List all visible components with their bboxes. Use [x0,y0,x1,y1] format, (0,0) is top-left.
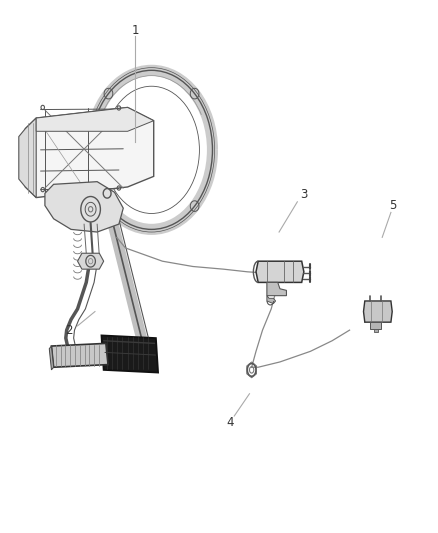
Text: 2: 2 [65,324,73,337]
Polygon shape [374,328,378,332]
Text: 5: 5 [389,199,397,212]
Polygon shape [102,335,158,373]
Polygon shape [256,261,304,282]
Polygon shape [36,108,154,131]
Polygon shape [364,301,392,322]
Polygon shape [371,322,381,328]
Polygon shape [267,296,276,304]
Polygon shape [51,343,108,367]
Polygon shape [78,253,104,269]
Polygon shape [49,346,53,370]
Polygon shape [19,118,36,198]
Text: 1: 1 [132,24,139,37]
Text: 3: 3 [300,189,307,201]
Polygon shape [267,282,286,296]
Text: 4: 4 [226,416,233,430]
Polygon shape [45,182,123,232]
Polygon shape [25,108,154,198]
